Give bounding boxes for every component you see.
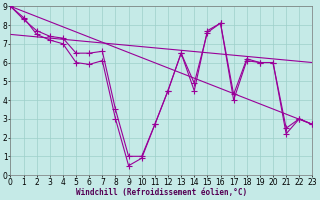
X-axis label: Windchill (Refroidissement éolien,°C): Windchill (Refroidissement éolien,°C)	[76, 188, 247, 197]
